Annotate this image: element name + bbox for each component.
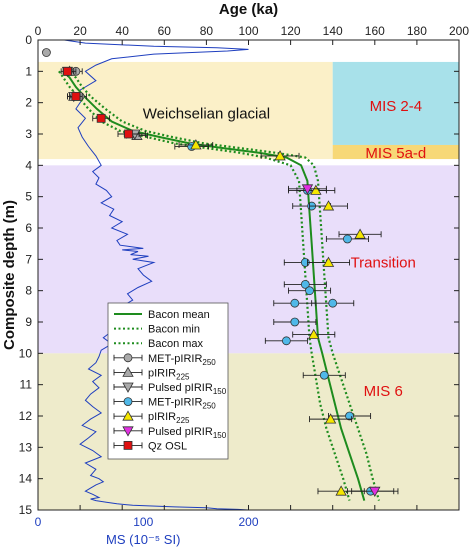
legend-label-pulsed-pirir150: Pulsed pIRIR150	[148, 382, 227, 396]
y-axis-tick-label: 8	[25, 284, 32, 298]
legend-label-bacon-max: Bacon max	[148, 338, 204, 350]
point-pirir225	[335, 485, 347, 496]
legend-swatch-qz-osl	[123, 440, 133, 450]
line-bacon-mean	[62, 70, 366, 501]
y-axis-tick-label: 12	[19, 409, 33, 423]
point-pirir225	[322, 256, 335, 267]
ms-curve-layer	[64, 39, 249, 511]
legend-swatch-pulsed-pirir150	[122, 382, 134, 393]
legend-label-met-pirir250: MET-pIRIR250	[148, 397, 216, 411]
y-axis-tick-label: 3	[25, 127, 32, 141]
point-pirir225	[190, 139, 202, 150]
y-axis-tick-label: 9	[25, 315, 32, 329]
line-bacon-min	[58, 70, 351, 501]
point-pulsed-pirir150	[301, 184, 314, 195]
top-axis-tick-label: 80	[200, 24, 214, 38]
point-met-pirir250	[300, 279, 310, 289]
y-axis-tick-label: 15	[19, 503, 33, 517]
point-pirir225	[354, 228, 366, 239]
point-pirir225	[324, 413, 337, 424]
legend-swatch-pirir225	[122, 366, 134, 377]
point-pirir225	[308, 328, 320, 339]
point-qz-osl	[71, 92, 81, 101]
point-met-pirir250	[281, 336, 291, 346]
region-mis-6	[38, 353, 459, 510]
region-mis-2-4	[332, 61, 459, 145]
top-axis-tick-label: 180	[407, 24, 427, 38]
legend-swatch-pirir225	[122, 410, 134, 421]
point-met-pirir250	[305, 286, 314, 296]
top-axis-tick-label: 200	[449, 24, 469, 38]
point-qz-osl	[63, 66, 72, 76]
point-pirir225	[310, 184, 322, 195]
top-axis-tick-label: 160	[365, 24, 385, 38]
point-met-pirir250	[319, 370, 329, 380]
legend-label-pirir225: pIRIR225	[148, 411, 190, 425]
y-axis-tick-label: 5	[25, 190, 32, 204]
point-met-pirir250	[290, 317, 300, 327]
region-label-transition: Transition	[351, 254, 416, 271]
point-met-pirir250	[290, 298, 300, 308]
y-axis-title: Composite depth (m)	[1, 200, 18, 350]
y-axis-tick-label: 7	[25, 252, 32, 266]
top-axis-tick-label: 140	[323, 24, 343, 38]
region-label-mis-5a-d: MIS 5a-d	[365, 145, 426, 162]
y-axis-tick-label: 0	[25, 33, 32, 47]
y-axis-tick-label: 1	[25, 64, 32, 78]
top-axis-tick-label: 60	[158, 24, 172, 38]
top-axis-tick-label: 120	[281, 24, 301, 38]
ms-axis-tick-label: 200	[238, 515, 258, 529]
region-mis-5a-d	[332, 144, 459, 160]
top-axis-tick-label: 20	[73, 24, 87, 38]
y-axis-tick-label: 11	[20, 378, 33, 392]
point-pirir225	[322, 200, 335, 211]
top-axis-tick-label: 0	[35, 24, 42, 38]
age-points-layer: Weichselian glacial MIS 2-4 MIS 5a-d Transi…	[42, 48, 426, 498]
y-axis-tick-label: 13	[19, 440, 33, 454]
point-qz-osl	[96, 113, 106, 123]
legend-swatch-pulsed-pirir150	[122, 426, 134, 437]
point-met-pirir250	[328, 298, 338, 308]
legend-swatch-met-pirir250	[123, 353, 133, 363]
region-label-weichselian-glacial: Weichselian glacial	[143, 106, 270, 123]
region-label-mis-2-4: MIS 2-4	[370, 98, 423, 115]
ms-axis-tick-label: 100	[133, 515, 153, 529]
y-axis-tick-label: 10	[19, 346, 33, 360]
legend-swatch-met-pirir250	[123, 397, 133, 407]
y-axis-tick-label: 14	[19, 472, 33, 486]
legend-label-bacon-mean: Bacon mean	[148, 309, 210, 321]
legend-label-qz-osl: Qz OSL	[148, 440, 187, 452]
point-pulsed-pirir150	[369, 486, 381, 498]
top-axis-title: Age (ka)	[219, 1, 278, 18]
y-axis-tick-label: 2	[25, 96, 32, 110]
point-met-pirir250	[343, 234, 352, 244]
top-axis-tick-label: 40	[116, 24, 130, 38]
legend-label-pulsed-pirir150: Pulsed pIRIR150	[148, 426, 227, 440]
ms-axis-tick-label: 0	[35, 515, 42, 529]
legend-label-met-pirir250: MET-pIRIR250	[148, 353, 216, 367]
y-axis-tick-label: 4	[25, 158, 32, 172]
point-qz-osl	[124, 129, 133, 139]
top-axis-tick-label: 100	[238, 24, 258, 38]
point-met-pirir250	[42, 48, 51, 57]
y-axis-tick-label: 6	[25, 221, 32, 235]
point-pirir225	[274, 150, 286, 161]
region-label-mis-6: MIS 6	[364, 383, 403, 400]
ms-axis-title: MS (10⁻⁵ SI)	[106, 532, 180, 547]
bacon-lines-layer	[58, 70, 381, 501]
legend-label-pirir225: pIRIR225	[148, 367, 190, 381]
ms-curve	[64, 39, 249, 511]
legend: Bacon mean Bacon min Bacon max MET-pIRIR250…	[107, 302, 229, 460]
legend-label-bacon-min: Bacon min	[148, 324, 200, 336]
